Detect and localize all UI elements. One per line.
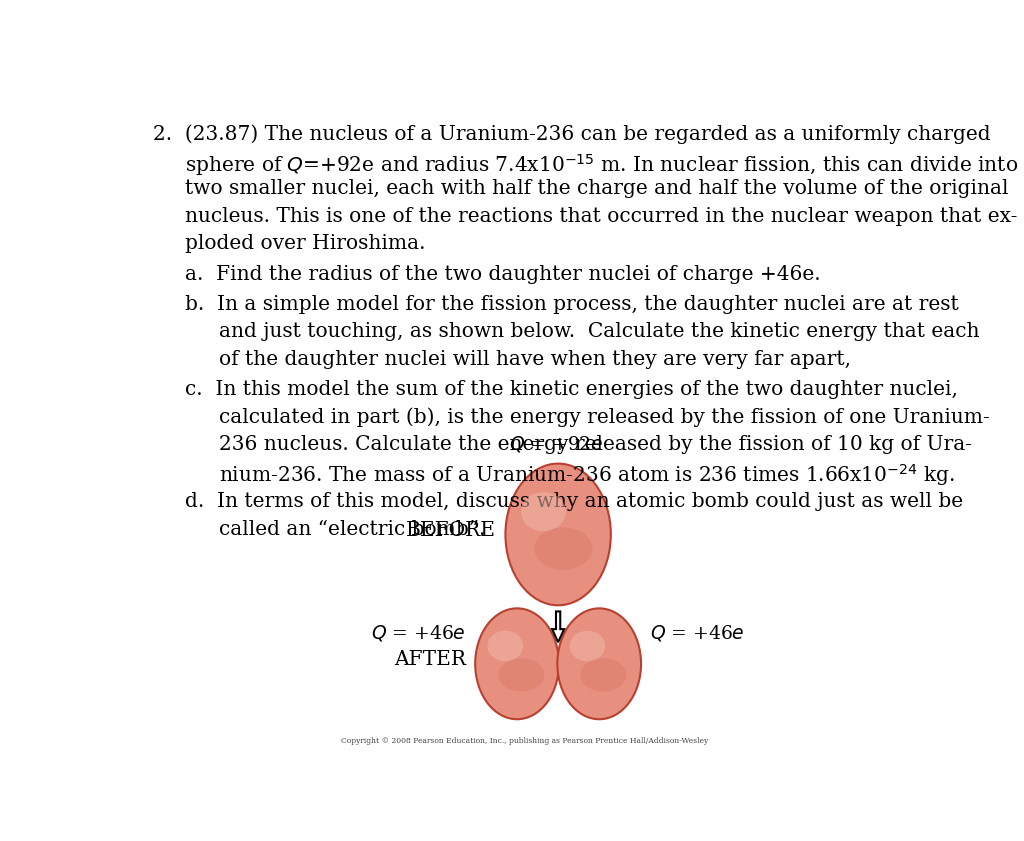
Ellipse shape (475, 608, 559, 719)
Ellipse shape (506, 463, 611, 606)
Text: nucleus. This is one of the reactions that occurred in the nuclear weapon that e: nucleus. This is one of the reactions th… (185, 207, 1018, 225)
Text: 236 nucleus. Calculate the energy released by the fission of 10 kg of Ura-: 236 nucleus. Calculate the energy releas… (219, 435, 972, 453)
Ellipse shape (521, 492, 566, 532)
Text: AFTER: AFTER (394, 650, 466, 669)
Text: ploded over Hiroshima.: ploded over Hiroshima. (185, 234, 426, 253)
Text: two smaller nuclei, each with half the charge and half the volume of the origina: two smaller nuclei, each with half the c… (185, 179, 1009, 198)
Text: of the daughter nuclei will have when they are very far apart,: of the daughter nuclei will have when th… (219, 350, 851, 368)
Text: BEFORE: BEFORE (407, 521, 496, 540)
Ellipse shape (499, 659, 544, 691)
Polygon shape (552, 611, 564, 643)
Text: Copyright © 2008 Pearson Education, Inc., publishing as Pearson Prentice Hall/Ad: Copyright © 2008 Pearson Education, Inc.… (341, 738, 709, 745)
Text: a.  Find the radius of the two daughter nuclei of charge +46e.: a. Find the radius of the two daughter n… (185, 265, 821, 283)
Text: $\mathit{Q}$ = +92$\mathit{e}$: $\mathit{Q}$ = +92$\mathit{e}$ (509, 434, 603, 454)
Text: 2.  (23.87) The nucleus of a Uranium-236 can be regarded as a uniformly charged: 2. (23.87) The nucleus of a Uranium-236 … (153, 124, 990, 145)
Text: nium-236. The mass of a Uranium-236 atom is 236 times 1.66x10$^{-24}$ kg.: nium-236. The mass of a Uranium-236 atom… (219, 462, 954, 488)
Text: $\mathit{Q}$ = +46$\mathit{e}$: $\mathit{Q}$ = +46$\mathit{e}$ (650, 623, 745, 643)
Ellipse shape (569, 631, 605, 661)
Ellipse shape (535, 527, 592, 570)
Text: b.  In a simple model for the fission process, the daughter nuclei are at rest: b. In a simple model for the fission pro… (185, 295, 959, 314)
Ellipse shape (487, 631, 523, 661)
Text: sphere of $\mathit{Q}$=+92e and radius 7.4x10$^{-15}$ m. In nuclear fission, thi: sphere of $\mathit{Q}$=+92e and radius 7… (185, 152, 1019, 178)
Text: $\mathit{Q}$ = +46$\mathit{e}$: $\mathit{Q}$ = +46$\mathit{e}$ (372, 623, 466, 643)
Text: calculated in part (b), is the energy released by the fission of one Uranium-: calculated in part (b), is the energy re… (219, 407, 989, 427)
Text: d.  In terms of this model, discuss why an atomic bomb could just as well be: d. In terms of this model, discuss why a… (185, 493, 964, 511)
Text: and just touching, as shown below.  Calculate the kinetic energy that each: and just touching, as shown below. Calcu… (219, 322, 979, 341)
Text: called an “electric bomb”.: called an “electric bomb”. (219, 520, 485, 539)
Ellipse shape (581, 659, 627, 691)
Text: c.  In this model the sum of the kinetic energies of the two daughter nuclei,: c. In this model the sum of the kinetic … (185, 380, 958, 399)
Ellipse shape (557, 608, 641, 719)
